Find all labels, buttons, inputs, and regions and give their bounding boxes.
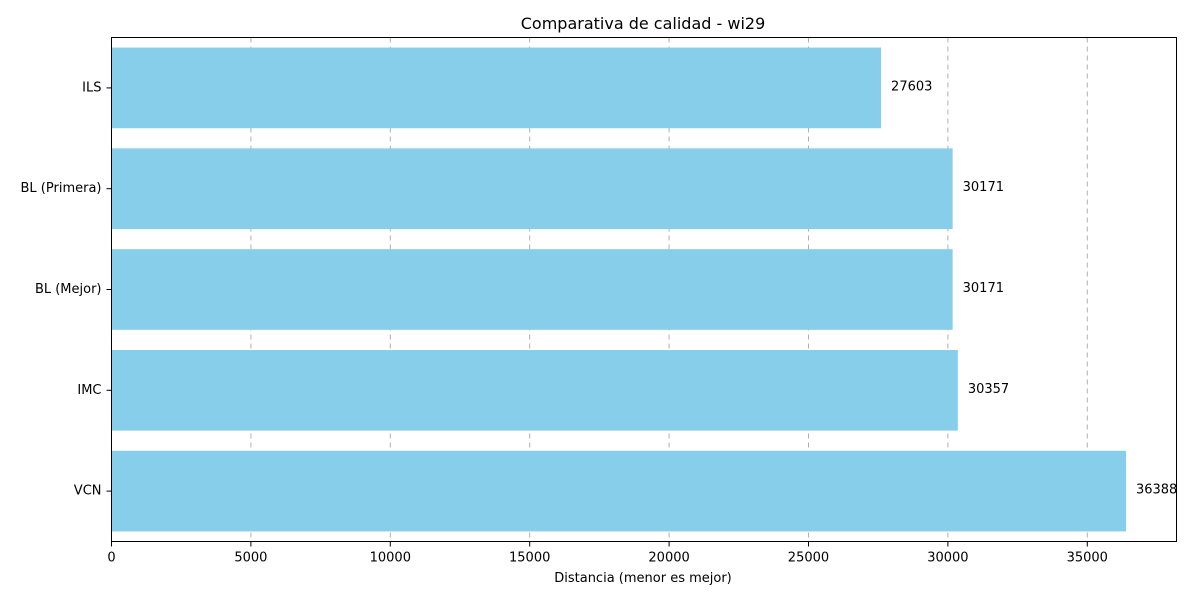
y-tick-label: IMC xyxy=(77,383,101,398)
bar xyxy=(111,47,882,129)
x-tick-label: 10000 xyxy=(370,551,411,566)
y-tick-label: VCN xyxy=(74,484,102,499)
y-tick-label: BL (Mejor) xyxy=(35,282,102,297)
y-tick-label: BL (Primera) xyxy=(21,181,102,196)
bar xyxy=(111,148,953,230)
data-label: 27603 xyxy=(891,79,932,94)
x-tick-label: 35000 xyxy=(1067,551,1108,566)
x-tick-label: 0 xyxy=(107,551,115,566)
x-axis-ticks: 0 5000 10000 15000 20000 25000 30000 35000 xyxy=(107,541,1108,566)
x-tick-label: 5000 xyxy=(234,551,267,566)
x-tick-label: 30000 xyxy=(927,551,968,566)
bar xyxy=(111,249,953,330)
x-axis-label: Distancia (menor es mejor) xyxy=(554,571,732,586)
bar xyxy=(111,349,958,431)
y-tick-label: ILS xyxy=(82,80,101,95)
x-tick-label: 25000 xyxy=(788,551,829,566)
data-label: 30357 xyxy=(968,382,1009,397)
y-axis-ticks: ILS BL (Primera) BL (Mejor) IMC VCN xyxy=(21,80,112,499)
x-tick-label: 15000 xyxy=(509,551,550,566)
bar xyxy=(111,450,1126,532)
data-label: 30171 xyxy=(963,180,1004,195)
x-tick-label: 20000 xyxy=(648,551,689,566)
chart-title: Comparativa de calidad - wi29 xyxy=(521,14,766,33)
data-label: 36388 xyxy=(1136,483,1177,498)
data-labels: 27603 30171 30171 30357 36388 xyxy=(891,79,1177,497)
data-label: 30171 xyxy=(963,281,1004,296)
bars xyxy=(111,47,1126,532)
